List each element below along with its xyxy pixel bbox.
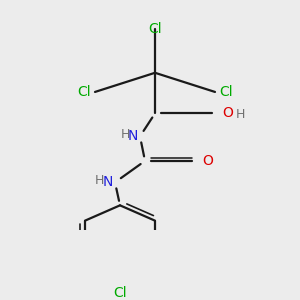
Text: N: N: [103, 176, 113, 189]
Text: Cl: Cl: [219, 85, 232, 99]
Text: H: H: [120, 128, 130, 141]
Text: O: O: [202, 154, 213, 168]
Text: Cl: Cl: [113, 286, 127, 300]
Text: H: H: [236, 108, 245, 121]
Text: Cl: Cl: [77, 85, 91, 99]
Text: O: O: [222, 106, 233, 120]
Text: N: N: [128, 129, 138, 143]
Text: Cl: Cl: [148, 22, 162, 36]
Text: H: H: [94, 174, 104, 187]
